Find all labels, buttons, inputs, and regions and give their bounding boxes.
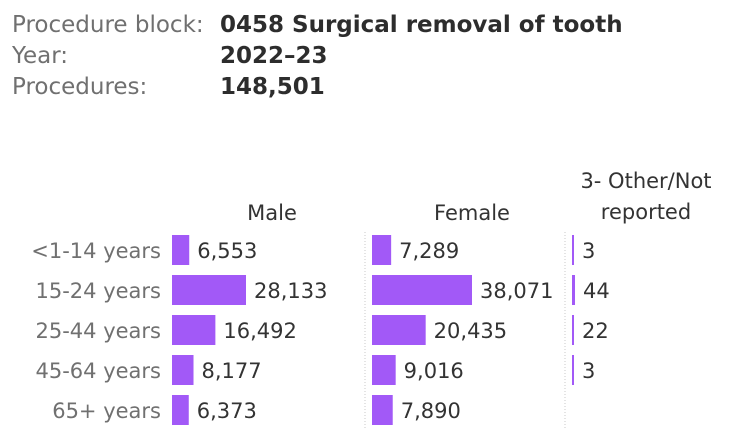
procedures-label: Procedures: — [12, 74, 148, 100]
bar — [172, 395, 189, 425]
year-row: Year: 2022–23 — [12, 41, 623, 72]
value-label: 9,016 — [404, 359, 464, 383]
bar — [572, 275, 575, 305]
procedures-row: Procedures: 148,501 — [12, 72, 623, 103]
bar — [372, 355, 396, 385]
value-label: 38,071 — [480, 279, 553, 303]
series-header: 3- Other/Not — [580, 169, 711, 193]
bar — [572, 235, 574, 265]
procedure-block-value: 0458 Surgical removal of tooth — [220, 12, 623, 38]
value-label: 6,553 — [197, 239, 257, 263]
bar — [372, 235, 392, 265]
series-header: Female — [434, 201, 510, 225]
value-label: 3 — [582, 359, 595, 383]
bar — [172, 235, 190, 265]
bar — [172, 355, 194, 385]
value-label: 8,177 — [202, 359, 262, 383]
row-label: 45-64 years — [36, 359, 162, 383]
bar — [572, 355, 574, 385]
value-label: 22 — [582, 319, 609, 343]
row-label: 65+ years — [52, 399, 161, 423]
bar — [572, 315, 574, 345]
value-label: 6,373 — [197, 399, 257, 423]
procedure-info: Procedure block: 0458 Surgical removal of… — [12, 10, 623, 103]
row-label: <1-14 years — [31, 239, 161, 263]
bar — [172, 275, 246, 305]
row-label: 25-44 years — [36, 319, 162, 343]
value-label: 28,133 — [254, 279, 327, 303]
value-label: 3 — [582, 239, 595, 263]
value-label: 44 — [583, 279, 610, 303]
procedures-value: 148,501 — [220, 74, 325, 100]
bar — [372, 395, 393, 425]
procedure-block-label: Procedure block: — [12, 12, 204, 38]
bar — [372, 315, 426, 345]
value-label: 20,435 — [434, 319, 507, 343]
value-label: 16,492 — [223, 319, 296, 343]
year-value: 2022–23 — [220, 43, 328, 69]
bar — [372, 275, 472, 305]
bar — [172, 315, 216, 345]
row-label: 15-24 years — [36, 279, 162, 303]
value-label: 7,890 — [401, 399, 461, 423]
procedure-block-row: Procedure block: 0458 Surgical removal of… — [12, 10, 623, 41]
series-header: Male — [247, 201, 297, 225]
value-label: 7,289 — [399, 239, 459, 263]
year-label: Year: — [12, 43, 69, 69]
series-header: reported — [601, 200, 691, 224]
